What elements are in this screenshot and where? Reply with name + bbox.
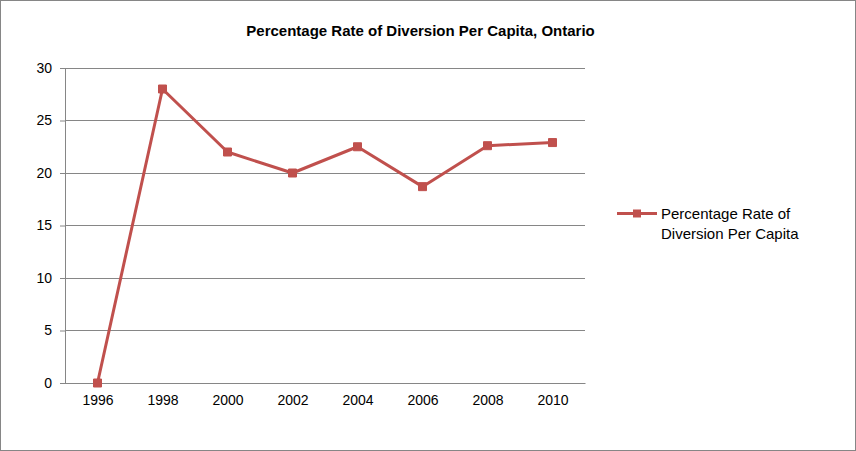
x-tick-label: 2006	[407, 392, 438, 408]
x-tick-label: 1996	[82, 392, 113, 408]
x-tick: 2004	[342, 383, 373, 408]
y-tick-mark	[60, 226, 65, 227]
x-tick-label: 1998	[147, 392, 178, 408]
y-axis-line	[65, 69, 66, 384]
x-tick: 2000	[212, 383, 243, 408]
y-tick-mark	[60, 278, 65, 279]
grid-line	[65, 330, 585, 331]
series-marker	[549, 139, 557, 147]
y-tick-label: 10	[36, 270, 52, 286]
x-axis-line	[66, 383, 586, 384]
y-axis: 0 5 10 15 20 25 30	[36, 60, 65, 391]
x-tick-label: 2004	[342, 392, 373, 408]
y-tick-mark	[60, 121, 65, 122]
y-tick-label: 30	[36, 60, 52, 76]
y-tick-label: 15	[36, 217, 52, 233]
x-tick-label: 2002	[277, 392, 308, 408]
y-tick-label: 20	[36, 165, 52, 181]
x-tick: 2008	[472, 383, 503, 408]
x-tick: 2010	[537, 383, 568, 408]
series-marker	[484, 142, 492, 150]
chart: 0 5 10 15 20 25 30 1996 1998 2000 2002 2004 2006 2008…	[0, 0, 856, 451]
plot-area: 0 5 10 15 20 25 30 1996 1998 2000 2002 2004 2006 2008…	[36, 60, 585, 408]
series-marker	[94, 379, 102, 387]
y-tick-mark	[60, 173, 65, 174]
x-tick-label: 2000	[212, 392, 243, 408]
y-tick-label: 5	[44, 322, 52, 338]
y-tick: 5	[44, 322, 65, 338]
grid-line	[65, 383, 585, 384]
y-tick: 25	[36, 112, 65, 128]
chart-title: Percentage Rate of Diversion Per Capita,…	[246, 22, 594, 39]
x-tick: 2006	[407, 383, 438, 408]
x-tick-label: 2010	[537, 392, 568, 408]
y-tick-mark	[60, 331, 65, 332]
series-marker	[224, 148, 232, 156]
x-tick-label: 2008	[472, 392, 503, 408]
x-axis: 1996 1998 2000 2002 2004 2006 2008 2010	[66, 383, 586, 408]
y-tick-mark	[60, 68, 65, 69]
y-tick: 0	[44, 375, 65, 391]
grid-line	[65, 225, 585, 226]
legend-marker	[633, 210, 641, 218]
x-tick: 2002	[277, 383, 308, 408]
y-tick-label: 25	[36, 112, 52, 128]
y-tick: 15	[36, 217, 65, 233]
y-tick-mark	[60, 383, 65, 384]
series-line	[98, 89, 553, 383]
legend: Percentage Rate ofDiversion Per Capita	[617, 205, 799, 242]
series-marker	[289, 169, 297, 177]
y-tick: 30	[36, 60, 65, 76]
series-marker	[354, 143, 362, 151]
series-marker	[419, 183, 427, 191]
grid-line	[65, 120, 585, 121]
legend-label: Percentage Rate ofDiversion Per Capita	[661, 205, 799, 242]
grid	[65, 68, 585, 383]
grid-line	[65, 68, 585, 69]
series-marker	[159, 85, 167, 93]
y-tick-label: 0	[44, 375, 52, 391]
x-tick: 1998	[147, 383, 178, 408]
chart-border	[1, 1, 856, 451]
data-layer	[94, 85, 557, 387]
y-tick: 10	[36, 270, 65, 286]
y-tick: 20	[36, 165, 65, 181]
grid-line	[65, 278, 585, 279]
